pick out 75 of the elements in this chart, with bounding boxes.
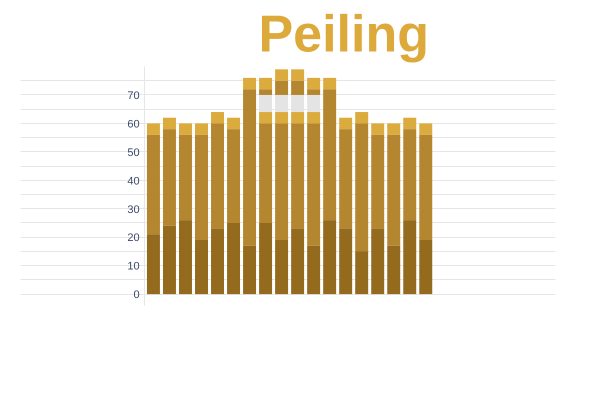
bar [211,112,224,124]
bar [387,246,400,294]
bar [243,89,256,246]
bar [307,78,320,90]
y-tick-label: 50 [127,146,140,159]
bar [195,134,208,240]
bar [291,112,304,124]
bar [291,94,304,112]
bar [355,112,368,124]
bar [403,129,416,220]
bar [323,78,336,90]
bar [179,123,192,135]
bar [195,123,208,135]
bar [419,123,432,135]
bar [243,78,256,90]
y-tick-label: 10 [127,260,140,273]
bar [355,251,368,294]
bar [419,240,432,294]
bar [275,80,288,95]
y-tick-label: 60 [127,118,140,130]
bar [339,129,352,229]
bar [146,134,160,234]
bar [275,112,288,124]
y-tick-label: 40 [127,175,140,188]
bar [179,220,192,294]
bar [307,89,320,95]
bar [291,69,304,81]
bar [146,234,160,294]
bar [323,220,336,294]
bar [355,123,368,252]
bar [419,134,432,240]
bar [307,123,320,246]
y-tick-label: 30 [127,204,140,216]
bar [227,222,240,294]
bar [275,123,288,240]
bar [211,123,224,229]
chart-title: Peiling [258,6,429,64]
bar [259,222,272,294]
bar [162,118,176,130]
bar [179,134,192,220]
bar [403,220,416,294]
bar [387,134,400,246]
y-tick-label: 20 [127,232,140,244]
bar [162,129,176,226]
bar [371,123,384,135]
bar [259,112,272,124]
bar [307,112,320,124]
bar [259,89,272,95]
bar [371,228,384,294]
bar [339,228,352,294]
bar [195,240,208,294]
bar [259,94,272,112]
bar [291,228,304,294]
bar [275,69,288,81]
bar [275,240,288,294]
bar [291,80,304,95]
bar [259,123,272,223]
bar [227,118,240,130]
bar [307,246,320,294]
bar [211,228,224,294]
bar [146,123,160,135]
y-tick-label: 0 [134,289,140,302]
bar [307,94,320,112]
bar [162,226,176,294]
bar [291,123,304,229]
y-tick-label: 70 [127,90,140,102]
bar [371,134,384,229]
bar [339,118,352,130]
bar [227,129,240,223]
bar [243,246,256,294]
bar [275,94,288,112]
bar [259,78,272,90]
bar [323,89,336,220]
bar [387,123,400,135]
bar [403,118,416,130]
